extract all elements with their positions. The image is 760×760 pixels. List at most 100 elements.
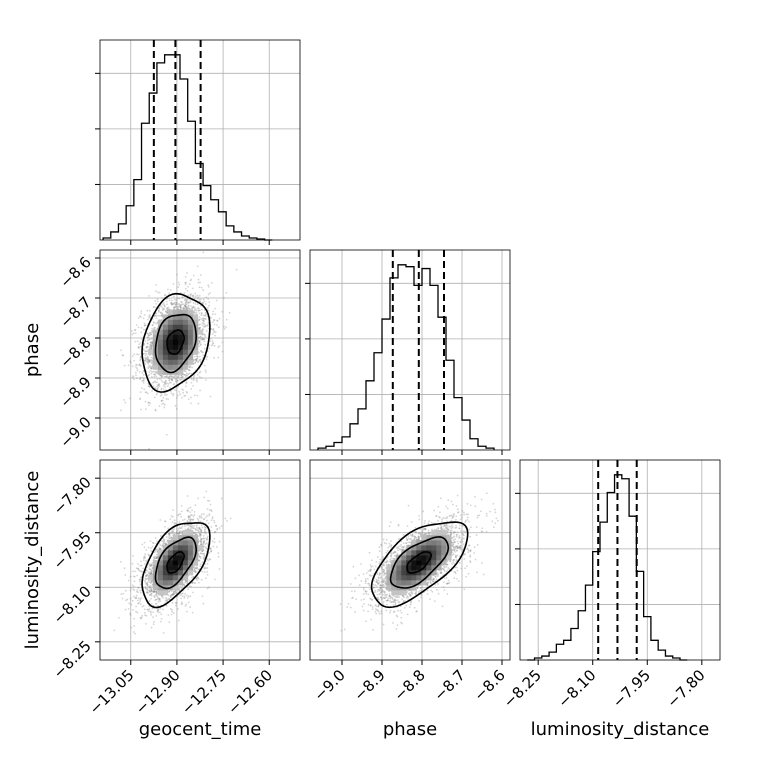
scatter-point: [162, 540, 165, 542]
scatter-point: [150, 341, 152, 344]
scatter-point: [429, 580, 432, 583]
density-cell: [182, 364, 189, 370]
scatter-point: [452, 531, 455, 534]
scatter-point: [211, 516, 214, 518]
scatter-point: [349, 606, 352, 609]
scatter-point: [202, 298, 205, 301]
scatter-point: [192, 274, 195, 277]
scatter-point: [113, 629, 116, 632]
scatter-point: [148, 360, 151, 363]
scatter-point: [172, 375, 175, 378]
scatter-point: [440, 571, 443, 574]
density-cell: [157, 590, 164, 596]
scatter-point: [382, 581, 384, 584]
density-cell: [187, 324, 194, 330]
density-cell: [157, 349, 164, 355]
scatter-point: [129, 397, 131, 400]
scatter-point: [205, 490, 208, 493]
scatter-point: [178, 594, 181, 596]
scatter-point: [366, 577, 369, 580]
scatter-point: [189, 528, 192, 531]
scatter-point: [172, 303, 175, 305]
scatter-point: [152, 381, 154, 384]
scatter-point: [150, 345, 153, 348]
scatter-point: [164, 381, 167, 384]
scatter-point: [450, 500, 453, 503]
scatter-point: [188, 518, 190, 521]
scatter-point: [172, 376, 175, 379]
scatter-point: [165, 310, 168, 313]
scatter-point: [204, 543, 207, 545]
scatter-point: [155, 370, 158, 373]
density-cell: [411, 565, 417, 571]
scatter-point: [193, 569, 196, 572]
scatter-point: [206, 558, 209, 561]
scatter-point: [218, 540, 221, 543]
scatter-point: [183, 304, 186, 307]
scatter-point: [129, 575, 132, 578]
scatter-point: [132, 588, 135, 591]
density-cell: [396, 560, 402, 566]
scatter-point: [367, 582, 369, 585]
scatter-point: [208, 547, 211, 550]
scatter-point: [178, 531, 181, 534]
scatter-point: [197, 553, 200, 556]
histogram-phase: [317, 264, 495, 450]
scatter-point: [134, 328, 137, 331]
scatter-point: [168, 598, 171, 600]
scatter-point: [179, 304, 182, 307]
scatter-point: [203, 529, 206, 531]
scatter-point: [207, 298, 210, 300]
scatter-point: [189, 514, 192, 517]
scatter-point: [196, 357, 199, 360]
scatter-point: [432, 577, 435, 580]
scatter-point: [190, 518, 192, 521]
scatter-point: [454, 551, 456, 553]
scatter-point: [377, 582, 380, 585]
density-cell: [162, 344, 169, 350]
scatter-point: [393, 610, 396, 613]
scatter-point: [413, 538, 416, 540]
scatter-point: [189, 301, 192, 304]
scatter-point: [202, 537, 205, 540]
scatter-point: [203, 347, 206, 350]
density-cell: [192, 319, 199, 325]
scatter-point: [166, 306, 169, 309]
scatter-point: [171, 530, 174, 533]
scatter-point: [362, 588, 365, 591]
scatter-point: [123, 364, 126, 367]
scatter-point: [455, 535, 458, 538]
scatter-point: [193, 514, 196, 516]
density-cell: [182, 565, 189, 571]
scatter-point: [476, 514, 479, 517]
scatter-point: [389, 597, 392, 600]
scatter-point: [194, 567, 197, 570]
scatter-point: [456, 549, 459, 552]
scatter-point: [453, 535, 456, 538]
scatter-point: [139, 397, 142, 400]
scatter-point: [460, 546, 462, 549]
scatter-point: [443, 570, 446, 573]
scatter-point: [199, 281, 201, 284]
scatter-point: [143, 546, 146, 549]
scatter-point: [137, 597, 140, 600]
scatter-point: [173, 295, 175, 298]
scatter-point: [179, 594, 182, 597]
scatter-point: [440, 527, 443, 530]
scatter-point: [202, 314, 205, 317]
scatter-point: [143, 556, 145, 559]
scatter-point: [407, 535, 410, 538]
scatter-point: [377, 605, 379, 608]
density-cell: [401, 580, 407, 586]
scatter-point: [478, 514, 481, 517]
scatter-point: [380, 612, 383, 615]
scatter-point: [199, 534, 201, 537]
scatter-point: [469, 535, 472, 538]
scatter-point: [466, 565, 468, 567]
scatter-point: [196, 567, 199, 569]
scatter-point: [139, 600, 142, 603]
scatter-point: [388, 525, 391, 528]
scatter-point: [195, 533, 197, 536]
scatter-point: [199, 520, 202, 523]
scatter-point: [198, 359, 201, 362]
